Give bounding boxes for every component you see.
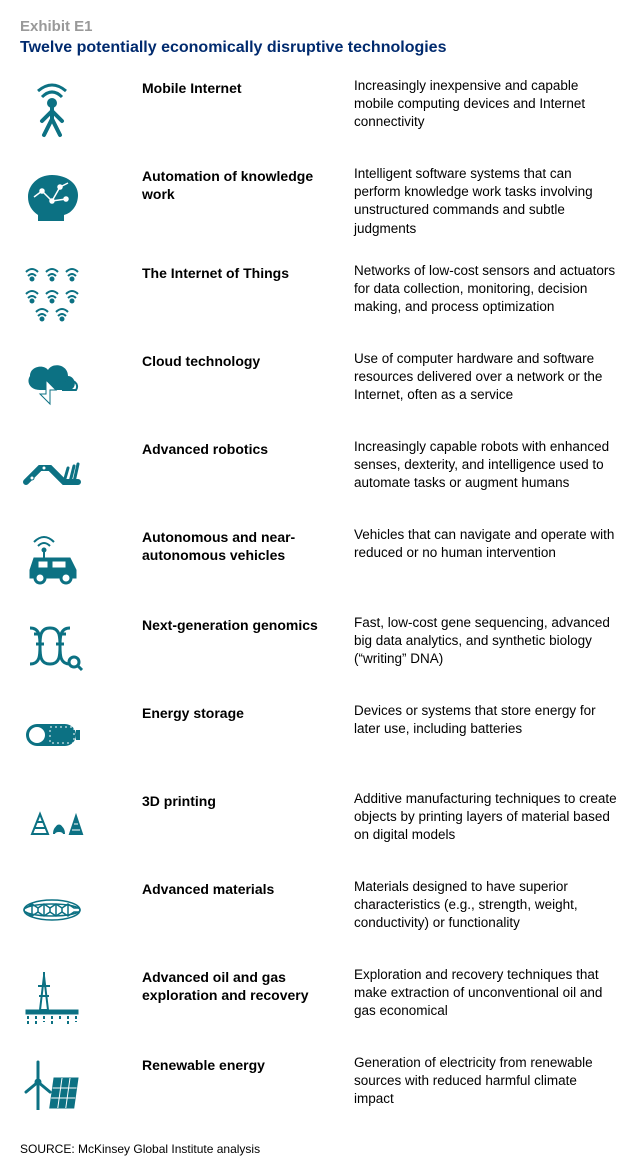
item-desc: Devices or systems that store energy for… (354, 702, 620, 738)
robotics-icon (20, 438, 130, 502)
list-item: Renewable energy Generation of electrici… (20, 1054, 620, 1118)
list-item: 3D printing Additive manufacturing techn… (20, 790, 620, 854)
automation-knowledge-icon (20, 165, 130, 229)
advanced-materials-icon (20, 878, 130, 942)
item-desc: Materials designed to have superior char… (354, 878, 620, 933)
list-item: Next-generation genomics Fast, low-cost … (20, 614, 620, 678)
item-name: Autonomous and near-autonomous vehicles (142, 526, 342, 564)
item-desc: Networks of low-cost sensors and actuato… (354, 262, 620, 317)
list-item: Advanced materials Materials designed to… (20, 878, 620, 942)
item-desc: Additive manufacturing techniques to cre… (354, 790, 620, 845)
item-name: Cloud technology (142, 350, 342, 370)
item-desc: Intelligent software systems that can pe… (354, 165, 620, 238)
energy-storage-icon (20, 702, 130, 766)
list-item: Mobile Internet Increasingly inexpensive… (20, 77, 620, 141)
item-name: Advanced materials (142, 878, 342, 898)
iot-icon (20, 262, 130, 326)
exhibit-label: Exhibit E1 (20, 18, 620, 35)
item-desc: Exploration and recovery techniques that… (354, 966, 620, 1021)
list-item: Autonomous and near-autonomous vehicles … (20, 526, 620, 590)
item-name: 3D printing (142, 790, 342, 810)
cloud-icon (20, 350, 130, 414)
technology-list: Mobile Internet Increasingly inexpensive… (20, 77, 620, 1118)
list-item: Advanced oil and gas exploration and rec… (20, 966, 620, 1030)
autonomous-vehicles-icon (20, 526, 130, 590)
oil-gas-icon (20, 966, 130, 1030)
item-name: The Internet of Things (142, 262, 342, 282)
mobile-internet-icon (20, 77, 130, 141)
list-item: Automation of knowledge work Intelligent… (20, 165, 620, 238)
item-name: Mobile Internet (142, 77, 342, 97)
3d-printing-icon (20, 790, 130, 854)
item-name: Automation of knowledge work (142, 165, 342, 203)
item-desc: Use of computer hardware and software re… (354, 350, 620, 405)
list-item: Energy storage Devices or systems that s… (20, 702, 620, 766)
renewable-energy-icon (20, 1054, 130, 1118)
item-name: Renewable energy (142, 1054, 342, 1074)
list-item: The Internet of Things Networks of low-c… (20, 262, 620, 326)
item-desc: Increasingly inexpensive and capable mob… (354, 77, 620, 132)
genomics-icon (20, 614, 130, 678)
item-desc: Fast, low-cost gene sequencing, advanced… (354, 614, 620, 669)
item-desc: Generation of electricity from renewable… (354, 1054, 620, 1109)
list-item: Advanced robotics Increasingly capable r… (20, 438, 620, 502)
page-title: Twelve potentially economically disrupti… (20, 39, 620, 57)
item-name: Advanced oil and gas exploration and rec… (142, 966, 342, 1004)
list-item: Cloud technology Use of computer hardwar… (20, 350, 620, 414)
item-name: Advanced robotics (142, 438, 342, 458)
item-desc: Increasingly capable robots with enhance… (354, 438, 620, 493)
item-desc: Vehicles that can navigate and operate w… (354, 526, 620, 562)
item-name: Energy storage (142, 702, 342, 722)
item-name: Next-generation genomics (142, 614, 342, 634)
